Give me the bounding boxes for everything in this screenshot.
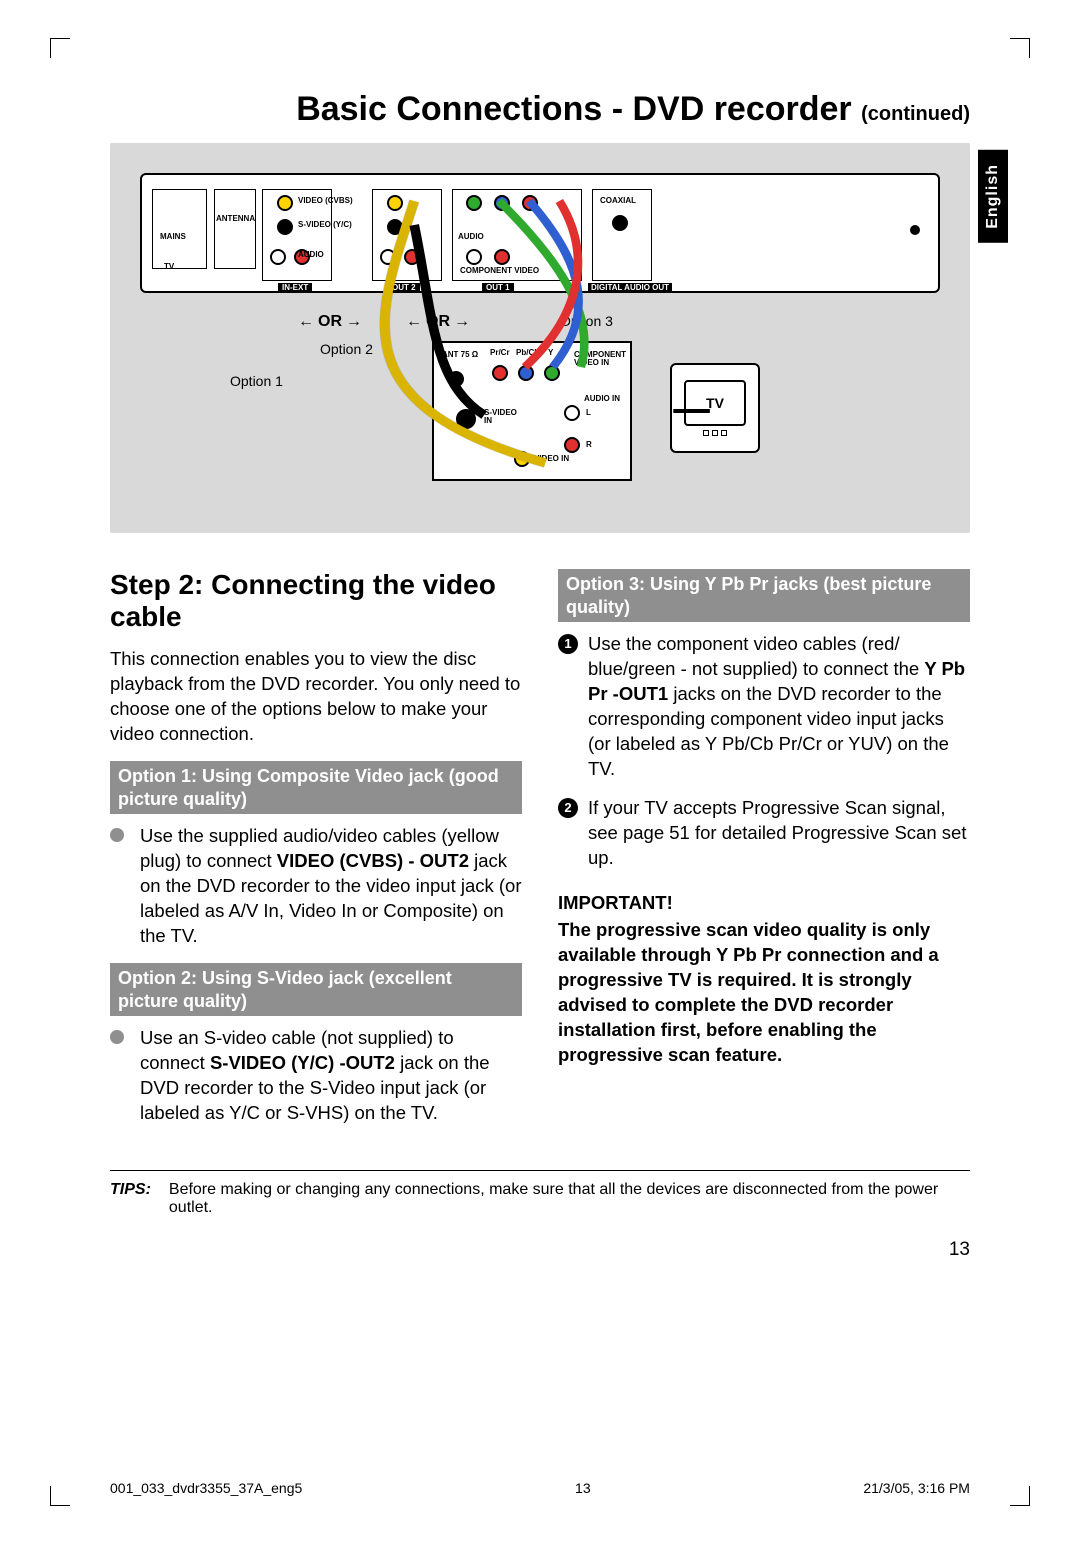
- step-title: Step 2: Connecting the video cable: [110, 569, 522, 633]
- jack-audio-out1-r: [494, 249, 510, 265]
- label-tvr: R: [586, 441, 592, 449]
- label-audio: AUDIO: [298, 251, 324, 259]
- label-inext: IN-EXT: [278, 283, 312, 293]
- numbered-bullet-1-icon: 1: [558, 634, 578, 654]
- label-tvy: Y: [548, 349, 553, 357]
- disc-bullet-icon: [110, 1030, 124, 1044]
- option3-label: Option 3: [560, 313, 613, 329]
- jack-tv-pr: [492, 365, 508, 381]
- label-mains: MAINS: [160, 233, 186, 241]
- right-column: Option 3: Using Y Pb Pr jacks (best pict…: [558, 569, 970, 1140]
- option3-header: Option 3: Using Y Pb Pr jacks (best pict…: [558, 569, 970, 622]
- language-tab: English: [978, 150, 1008, 243]
- label-out2: OUT 2: [388, 283, 420, 293]
- disc-bullet-icon: [110, 828, 124, 842]
- jack-audio-out2-l: [380, 249, 396, 265]
- connection-diagram: MAINS TV ANTENNA VIDEO (CVBS) S-VIDEO (Y…: [110, 143, 970, 533]
- numbered-bullet-2-icon: 2: [558, 798, 578, 818]
- print-footer: 001_033_dvdr3355_37A_eng5 13 21/3/05, 3:…: [110, 1480, 970, 1496]
- jack-cvbs-out2: [387, 195, 403, 211]
- label-tvvideoin: VIDEO IN: [534, 455, 569, 463]
- option2-text: Use an S-video cable (not supplied) to c…: [140, 1026, 522, 1126]
- option1-text: Use the supplied audio/video cables (yel…: [140, 824, 522, 949]
- jack-audio-out2-r: [404, 249, 420, 265]
- label-coaxial: COAXIAL: [600, 197, 636, 205]
- option1-header: Option 1: Using Composite Video jack (go…: [110, 761, 522, 814]
- tv-screen-label: TV: [684, 380, 746, 426]
- jack-svideo-in: [277, 219, 293, 235]
- jack-tv-y: [544, 365, 560, 381]
- jack-audio-out1-l: [466, 249, 482, 265]
- footer-left: 001_033_dvdr3355_37A_eng5: [110, 1480, 302, 1496]
- crop-mark-tl: [50, 38, 70, 58]
- option1-bold: VIDEO (CVBS) - OUT2: [277, 850, 469, 871]
- screw-icon: [910, 225, 920, 235]
- label-component: COMPONENT VIDEO: [460, 267, 539, 275]
- important-body: The progressive scan video quality is on…: [558, 918, 970, 1068]
- important-label: IMPORTANT!: [558, 891, 970, 916]
- crop-mark-bl: [50, 1486, 70, 1506]
- title-main: Basic Connections - DVD recorder: [296, 90, 851, 128]
- label-out1: OUT 1: [482, 283, 514, 293]
- jack-tv-videoin: [514, 451, 530, 467]
- jack-svideo-out2: [387, 219, 403, 235]
- option3-bullet2: 2 If your TV accepts Progressive Scan si…: [558, 796, 970, 871]
- page-title: Basic Connections - DVD recorder (contin…: [110, 90, 970, 129]
- option2-label: Option 2: [320, 341, 373, 357]
- label-digitalout: DIGITAL AUDIO OUT: [588, 283, 672, 293]
- label-tvl: L: [586, 409, 591, 417]
- label-tvsvideo: S-VIDEO IN: [484, 409, 524, 425]
- tv-base-icon: [703, 430, 727, 436]
- jack-tv-pb: [518, 365, 534, 381]
- label-tv: TV: [164, 263, 174, 271]
- option3-bullet1: 1 Use the component video cables (red/ b…: [558, 632, 970, 782]
- footer-right: 21/3/05, 3:16 PM: [863, 1480, 970, 1496]
- option3-text2: If your TV accepts Progressive Scan sign…: [588, 796, 970, 871]
- label-tvcompin: COMPONENT VIDEO IN: [574, 351, 624, 367]
- footer-mid: 13: [575, 1480, 591, 1496]
- option1-label: Option 1: [230, 373, 283, 389]
- label-ant: ANT 75 Ω: [442, 351, 478, 359]
- jack-tv-audio-l: [564, 405, 580, 421]
- or-label-1: OR: [298, 313, 362, 331]
- jack-ant: [448, 371, 464, 387]
- label-tvpbcb: Pb/Cb: [516, 349, 539, 357]
- tv-icon: TV: [670, 363, 760, 453]
- jack-tv-svideo: [456, 409, 476, 429]
- left-column: Step 2: Connecting the video cable This …: [110, 569, 522, 1140]
- option3-b1-pre: Use the component video cables (red/ blu…: [588, 633, 924, 679]
- option2-bold: S-VIDEO (Y/C) -OUT2: [210, 1052, 395, 1073]
- jack-coaxial: [612, 215, 628, 231]
- label-audio1: AUDIO: [458, 233, 484, 241]
- jack-pr-out1: [522, 195, 538, 211]
- intro-text: This connection enables you to view the …: [110, 647, 522, 747]
- jack-tv-audio-r: [564, 437, 580, 453]
- jack-pb-out1: [494, 195, 510, 211]
- option2-bullet: Use an S-video cable (not supplied) to c…: [110, 1026, 522, 1126]
- tips-label: TIPS:: [110, 1181, 151, 1217]
- crop-mark-tr: [1010, 38, 1030, 58]
- page-number: 13: [110, 1239, 970, 1261]
- option2-header: Option 2: Using S-Video jack (excellent …: [110, 963, 522, 1016]
- label-svideo: S-VIDEO (Y/C): [298, 221, 352, 229]
- label-tvaudioin: AUDIO IN: [584, 395, 620, 403]
- tips-body: Before making or changing any connection…: [169, 1181, 970, 1217]
- jack-audio-in-l: [270, 249, 286, 265]
- option1-bullet: Use the supplied audio/video cables (yel…: [110, 824, 522, 949]
- or-label-2: OR: [406, 313, 470, 331]
- label-cvbs: VIDEO (CVBS): [298, 197, 353, 205]
- crop-mark-br: [1010, 1486, 1030, 1506]
- label-tvprcr: Pr/Cr: [490, 349, 510, 357]
- label-antenna: ANTENNA: [216, 215, 255, 223]
- jack-y-out1: [466, 195, 482, 211]
- dvd-recorder-rear: MAINS TV ANTENNA VIDEO (CVBS) S-VIDEO (Y…: [140, 173, 940, 293]
- option3-text1: Use the component video cables (red/ blu…: [588, 632, 970, 782]
- tv-rear-panel: ANT 75 Ω Pr/Cr Pb/Cb Y COMPONENT VIDEO I…: [432, 341, 632, 481]
- title-continued: (continued): [861, 103, 970, 125]
- tips-row: TIPS: Before making or changing any conn…: [110, 1170, 970, 1217]
- jack-cvbs-in: [277, 195, 293, 211]
